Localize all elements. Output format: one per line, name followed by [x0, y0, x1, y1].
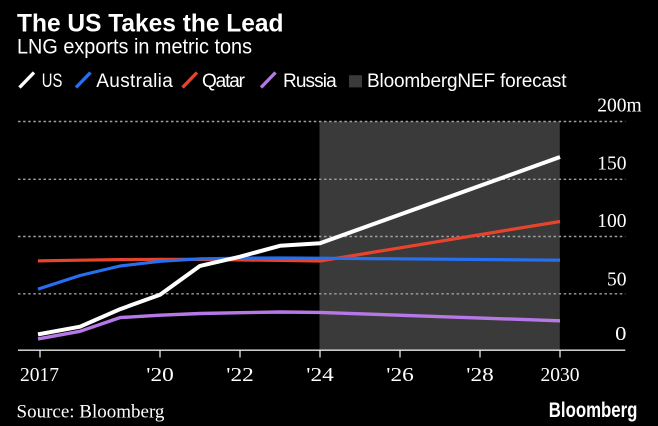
svg-text:'28: '28	[466, 365, 494, 386]
svg-text:m: m	[627, 95, 642, 116]
svg-text:LNG exports in metric tons: LNG exports in metric tons	[17, 36, 252, 59]
svg-text:'22: '22	[226, 365, 254, 386]
svg-text:Source: Bloomberg: Source: Bloomberg	[17, 402, 165, 423]
svg-text:'20: '20	[146, 365, 174, 386]
svg-text:'26: '26	[386, 365, 414, 386]
svg-text:100: 100	[597, 211, 626, 232]
svg-text:Qatar: Qatar	[202, 71, 246, 92]
svg-text:US: US	[42, 70, 63, 91]
svg-text:Australia: Australia	[96, 71, 173, 92]
svg-text:'24: '24	[306, 365, 334, 386]
svg-text:Russia: Russia	[283, 71, 337, 92]
svg-text:2030: 2030	[541, 365, 580, 386]
svg-text:0: 0	[615, 324, 626, 345]
svg-text:Bloomberg: Bloomberg	[549, 400, 638, 423]
svg-text:2017: 2017	[20, 365, 59, 386]
svg-text:The US Takes the Lead: The US Takes the Lead	[17, 10, 284, 38]
svg-text:200: 200	[597, 95, 626, 116]
svg-text:BloombergNEF forecast: BloombergNEF forecast	[367, 71, 567, 92]
svg-text:150: 150	[597, 154, 626, 175]
svg-text:50: 50	[607, 270, 627, 291]
